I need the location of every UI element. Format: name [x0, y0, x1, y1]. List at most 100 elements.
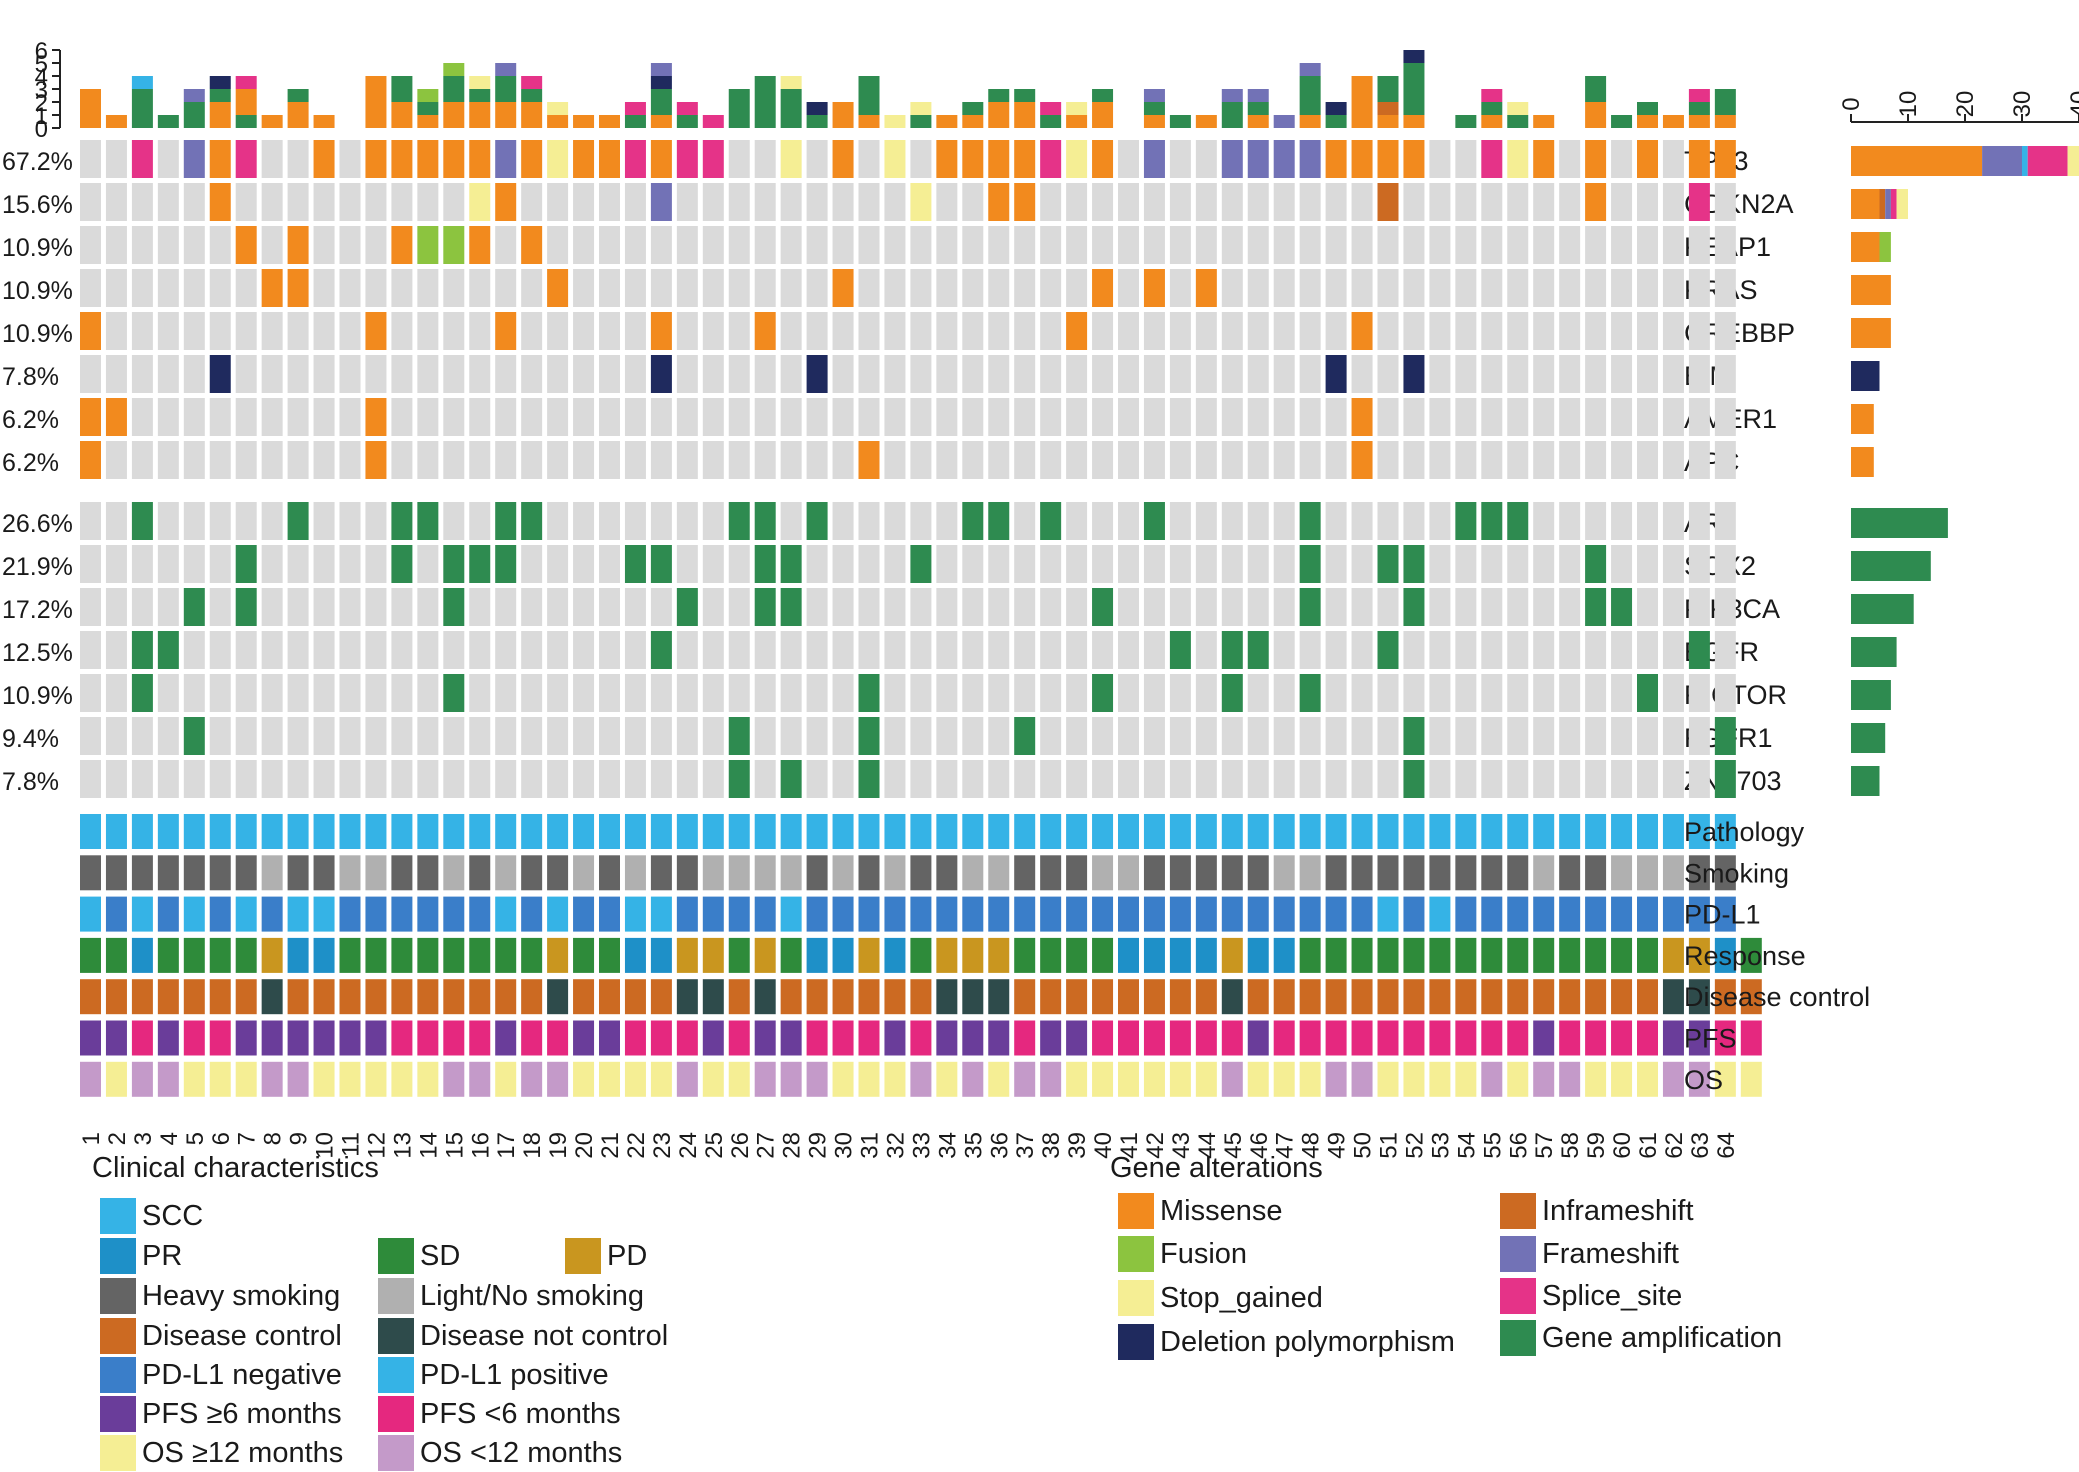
- top-bar-segment: [1247, 115, 1269, 128]
- gene-cell: [1040, 269, 1062, 307]
- gene-cell: [1118, 760, 1139, 798]
- clinical-cell: [443, 855, 465, 891]
- gene-cell: [209, 717, 231, 755]
- gene-cell: [1714, 760, 1736, 798]
- clinical-cell: [287, 855, 309, 891]
- clinical-cell: [780, 855, 802, 891]
- gene-cell: [988, 140, 1010, 178]
- gene-cell: [287, 140, 309, 178]
- clinical-cell: [183, 979, 205, 1015]
- gene-cell: [1247, 588, 1269, 626]
- clinical-cell: [1221, 979, 1243, 1015]
- gene-cell: [417, 631, 439, 669]
- gene-cell: [910, 502, 932, 540]
- gene-cell: [1585, 226, 1607, 264]
- gene-cell: [650, 545, 672, 583]
- gene-cell: [131, 502, 153, 540]
- clinical-cell: [157, 937, 179, 973]
- top-bar-segment: [80, 89, 101, 128]
- clinical-cell: [339, 855, 361, 891]
- gene-cell: [962, 760, 984, 798]
- gene-cell: [702, 502, 724, 540]
- gene-cell: [599, 269, 620, 307]
- right-bar-segment: [1851, 275, 1891, 305]
- gene-cell: [443, 760, 465, 798]
- gene-cell: [1637, 717, 1658, 755]
- gene-cell: [417, 441, 439, 479]
- gene-cell: [754, 441, 776, 479]
- gene-cell: [443, 140, 465, 178]
- clinical-cell: [702, 855, 724, 891]
- gene-cell: [1040, 312, 1062, 350]
- gene-cell: [1714, 269, 1736, 307]
- gene-cell: [313, 312, 335, 350]
- clinical-cell: [1195, 814, 1217, 849]
- gene-cell: [1143, 674, 1165, 712]
- gene-cell: [235, 441, 257, 479]
- top-bar-segment: [1299, 63, 1321, 76]
- clinical-track-label: Smoking: [1684, 858, 1789, 888]
- gene-cell: [1040, 140, 1062, 178]
- clinical-cell: [495, 855, 517, 891]
- top-bar-segment: [624, 115, 646, 128]
- clinical-cell: [235, 1061, 257, 1097]
- gene-cell: [157, 398, 179, 436]
- gene-cell: [884, 183, 906, 221]
- clinical-cell: [1014, 1061, 1036, 1097]
- gene-cell: [1273, 674, 1295, 712]
- gene-cell: [1662, 760, 1684, 798]
- gene-cell: [988, 355, 1010, 393]
- clinical-cell: [1714, 896, 1736, 932]
- gene-cell: [1662, 441, 1684, 479]
- right-bar-segment: [1851, 723, 1886, 753]
- gene-cell: [1403, 355, 1425, 393]
- gene-cell: [624, 441, 646, 479]
- clinical-cell: [754, 855, 776, 891]
- gene-cell: [1014, 545, 1036, 583]
- gene-cell: [1688, 588, 1710, 626]
- gene-cell: [80, 717, 101, 755]
- clinical-cell: [80, 855, 101, 891]
- top-bar-segment: [391, 76, 413, 102]
- gene-cell: [469, 717, 491, 755]
- clinical-cell: [1714, 979, 1736, 1015]
- gene-cell: [573, 674, 595, 712]
- gene-cell: [1481, 502, 1503, 540]
- gene-cell: [702, 588, 724, 626]
- clinical-cell: [1533, 979, 1555, 1015]
- legend-swatch: [1500, 1236, 1536, 1272]
- gene-cell: [1066, 355, 1088, 393]
- gene-cell: [910, 355, 932, 393]
- clinical-cell: [209, 896, 231, 932]
- gene-cell: [1377, 502, 1399, 540]
- clinical-cell: [1143, 979, 1165, 1015]
- gene-cell: [1481, 398, 1503, 436]
- gene-cell: [157, 355, 179, 393]
- gene-cell: [1143, 226, 1165, 264]
- clinical-cell: [936, 1020, 958, 1056]
- clinical-cell: [547, 1061, 569, 1097]
- gene-cell: [521, 760, 543, 798]
- gene-cell: [313, 269, 335, 307]
- gene-cell: [1195, 502, 1217, 540]
- gene-cell: [1066, 674, 1088, 712]
- gene-cell: [1688, 398, 1710, 436]
- gene-cell: [521, 226, 543, 264]
- gene-cell: [391, 269, 413, 307]
- gene-frequency-label: 10.9%: [2, 320, 73, 348]
- gene-cell: [650, 441, 672, 479]
- legend-splice-site: Splice_site: [1500, 1278, 1682, 1314]
- clinical-cell: [1611, 814, 1633, 849]
- legend-swatch: [100, 1198, 136, 1234]
- right-bar-segment: [1851, 594, 1914, 624]
- gene-cell: [1014, 674, 1036, 712]
- gene-cell: [1714, 226, 1736, 264]
- gene-cell: [806, 631, 828, 669]
- legend-swatch: [100, 1238, 136, 1274]
- gene-cell: [962, 545, 984, 583]
- clinical-cell: [391, 1020, 413, 1056]
- right-bar-segment: [1851, 146, 1983, 176]
- clinical-cell: [521, 1020, 543, 1056]
- top-bar-segment: [1611, 115, 1633, 128]
